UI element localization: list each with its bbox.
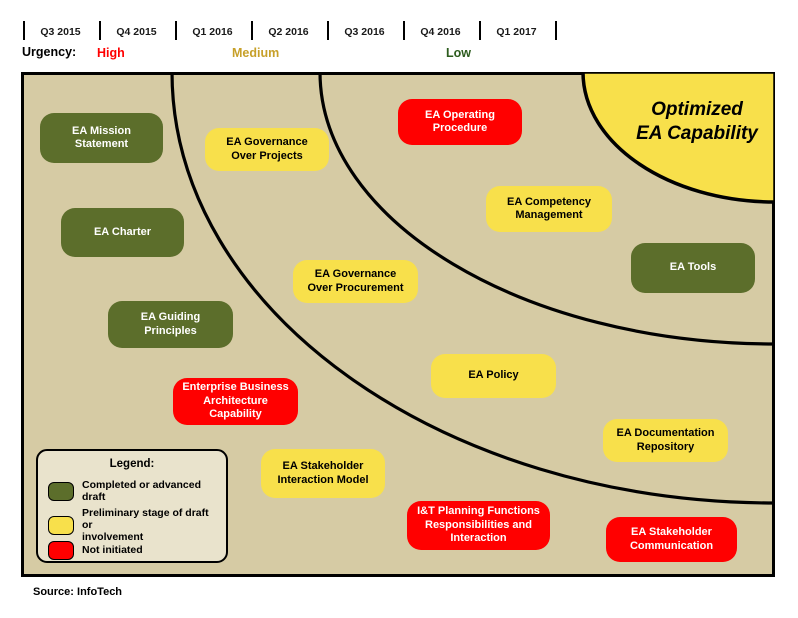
- capability-box-it-planning-functions: I&T Planning Functions Responsibilities …: [407, 501, 550, 550]
- legend-item-completed: Completed or advanced draft: [48, 479, 222, 503]
- timeline-quarter-label: Q4 2016: [420, 26, 461, 38]
- timeline-quarter-label: Q3 2015: [40, 26, 81, 38]
- timeline-tick: [554, 21, 557, 40]
- capability-box-ea-tools: EA Tools: [631, 243, 755, 293]
- chart-layer: Optimized EA Capability Legend: Complete…: [21, 72, 775, 577]
- timeline-quarter-label: Q3 2016: [344, 26, 385, 38]
- optimized-region: [581, 72, 775, 204]
- legend-item-label: Not initiated: [82, 544, 143, 557]
- capability-box-ea-mission-statement: EA Mission Statement: [40, 113, 163, 163]
- timeline-tick: [22, 21, 25, 40]
- timeline-quarter-label: Q2 2016: [268, 26, 309, 38]
- timeline-tick: [478, 21, 481, 40]
- legend-item-not_initiated: Not initiated: [48, 541, 143, 560]
- urgency-high-label: High: [97, 46, 125, 60]
- urgency-arc-high-medium: [170, 72, 775, 505]
- capability-box-ea-guiding-principles: EA Guiding Principles: [108, 301, 233, 348]
- legend-item-preliminary: Preliminary stage of draft or involvemen…: [48, 507, 222, 543]
- legend-items: Completed or advanced draft Preliminary s…: [48, 475, 222, 560]
- optimized-ea-capability-label: Optimized EA Capability: [636, 99, 758, 144]
- legend-title: Legend:: [109, 458, 155, 470]
- timeline-quarter-label: Q1 2016: [192, 26, 233, 38]
- timeline-tick: [402, 21, 405, 40]
- urgency-arc-medium-low: [318, 72, 775, 346]
- capability-box-ea-documentation-repository: EA Documentation Repository: [603, 419, 728, 462]
- roadmap-chart: Optimized EA Capability Legend: Complete…: [21, 72, 775, 577]
- zones-canvas: [170, 72, 775, 505]
- capability-box-ea-charter: EA Charter: [61, 208, 184, 257]
- capability-box-ea-stakeholder-interaction-model: EA Stakeholder Interaction Model: [261, 449, 385, 498]
- legend-item-label: Completed or advanced draft: [82, 479, 202, 504]
- capability-box-ea-governance-over-projects: EA Governance Over Projects: [205, 128, 329, 171]
- timeline-tick: [174, 21, 177, 40]
- urgency-label: Urgency:: [22, 45, 77, 59]
- timeline-quarter-label: Q4 2015: [116, 26, 157, 38]
- timeline-tick: [98, 21, 101, 40]
- timeline: Q3 2015 Q4 2015 Q1 2016 Q2 2016 Q3 2016 Q4 20…: [0, 0, 798, 46]
- capability-box-ea-stakeholder-communication: EA Stakeholder Communication: [606, 517, 737, 562]
- legend-swatch-not_initiated: [48, 541, 74, 560]
- urgency-medium-label: Medium: [232, 46, 280, 60]
- capability-box-ea-operating-procedure: EA Operating Procedure: [398, 99, 522, 145]
- timeline-tick: [250, 21, 253, 40]
- capability-box-ea-policy: EA Policy: [431, 354, 556, 398]
- timeline-quarter-label: Q1 2017: [496, 26, 537, 38]
- urgency-row: Urgency: High Medium Low: [0, 45, 798, 65]
- capability-box-ea-competency-management: EA Competency Management: [486, 186, 612, 232]
- capability-box-enterprise-business-architecture-capability: Enterprise Business Architecture Capabil…: [173, 378, 298, 425]
- legend: Legend: Completed or advanced draft Preli…: [36, 449, 228, 563]
- source-text: Source: InfoTech: [33, 586, 123, 598]
- legend-swatch-preliminary: [48, 515, 74, 535]
- capability-box-ea-governance-over-procurement: EA Governance Over Procurement: [293, 260, 418, 303]
- legend-item-label: Preliminary stage of draft or involvemen…: [82, 507, 209, 544]
- urgency-low-label: Low: [446, 46, 471, 60]
- timeline-tick: [326, 21, 329, 40]
- legend-swatch-completed: [48, 481, 74, 501]
